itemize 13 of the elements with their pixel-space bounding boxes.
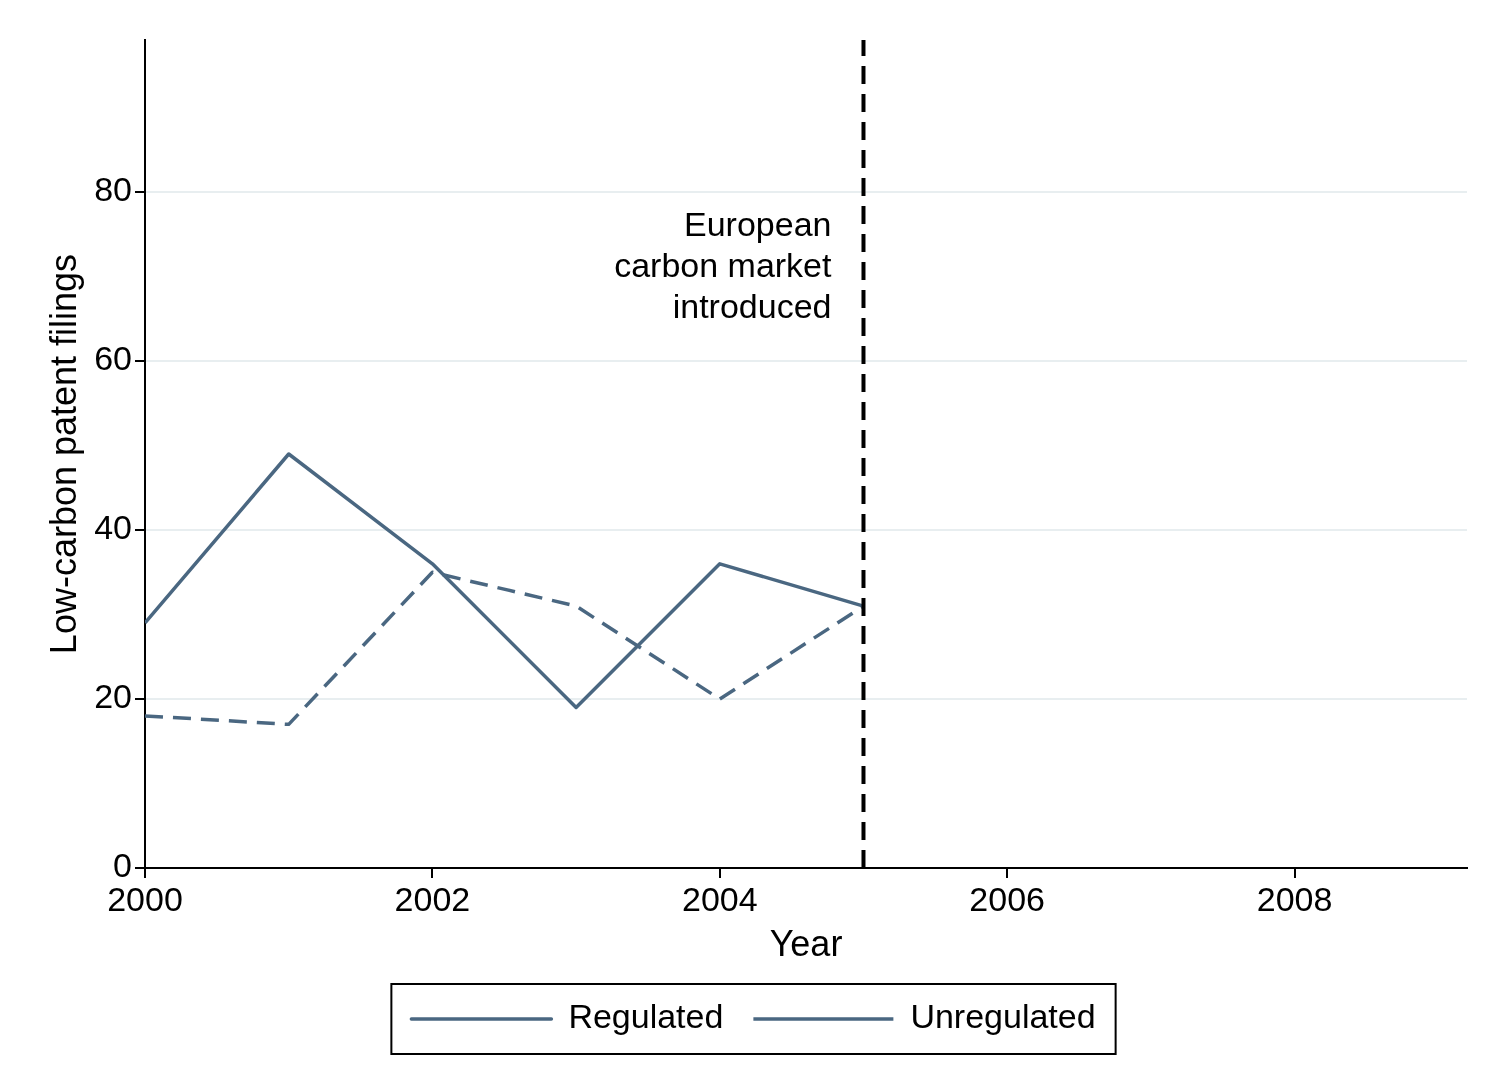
y-tick-label: 60 (94, 339, 133, 378)
y-axis-title: Low-carbon patent filings (42, 253, 84, 655)
x-tick-label: 2002 (394, 879, 471, 918)
x-tick-label: 2008 (1256, 879, 1333, 918)
legend-label: Regulated (568, 997, 724, 1036)
x-tick-label: 2004 (681, 879, 758, 918)
ref-line-label: European carbon market introduced (614, 205, 833, 326)
y-tick-label: 80 (94, 170, 133, 209)
y-tick-label: 40 (94, 508, 133, 547)
legend-label: Unregulated (910, 997, 1096, 1036)
x-axis-title: Year (769, 923, 843, 965)
x-tick-label: 2006 (969, 879, 1045, 918)
y-tick-label: 20 (94, 677, 133, 716)
